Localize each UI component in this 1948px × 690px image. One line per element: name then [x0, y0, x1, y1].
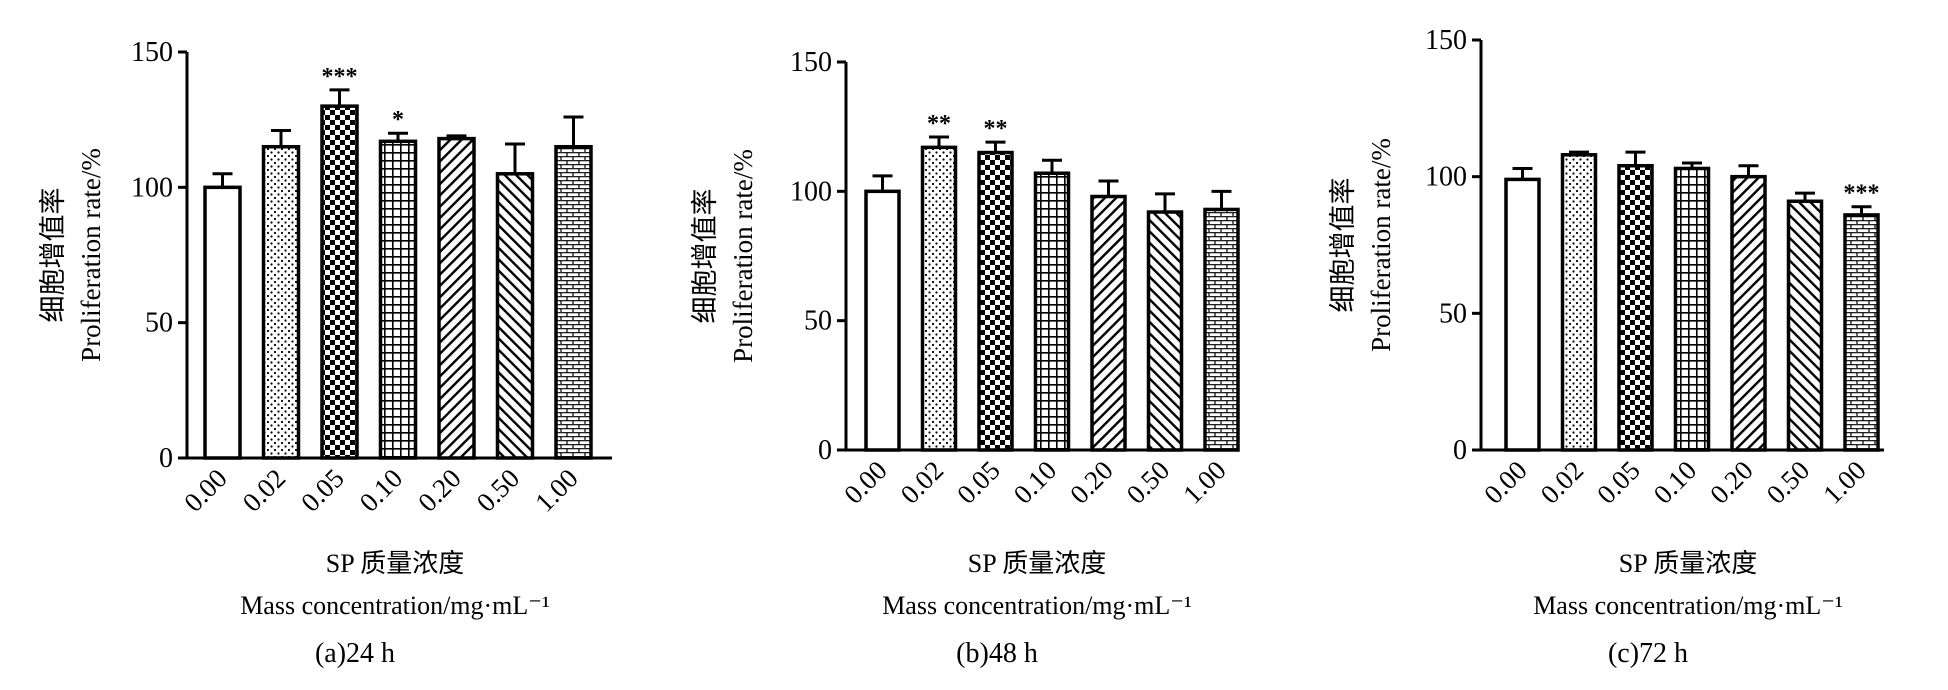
x-tick-label: 0.00 — [178, 463, 233, 518]
y-tick-label: 0 — [818, 435, 832, 466]
y-tick-label: 0 — [1453, 435, 1467, 466]
x-tick-label: 0.05 — [295, 463, 350, 518]
x-tick-label: 0.10 — [1648, 455, 1703, 510]
significance-marker: ** — [984, 116, 1008, 142]
y-axis-label-cn: 细胞增值率 — [690, 189, 720, 324]
y-tick-label: 100 — [790, 176, 832, 207]
x-tick-label: 1.00 — [1177, 455, 1232, 510]
x-tick-label: 0.00 — [1478, 455, 1533, 510]
bar — [437, 136, 476, 460]
bar — [1504, 177, 1541, 452]
significance-marker: *** — [322, 64, 358, 90]
bar — [495, 172, 535, 460]
x-axis-label-en: Mass concentration/mg·mL⁻¹ — [1533, 591, 1843, 620]
bar — [977, 150, 1014, 452]
bar — [261, 144, 301, 460]
x-axis-label-en: Mass concentration/mg·mL⁻¹ — [240, 591, 550, 620]
y-tick-label: 50 — [1439, 298, 1467, 329]
y-tick-label: 50 — [145, 308, 173, 339]
bar — [1730, 174, 1767, 452]
bar — [1560, 153, 1598, 452]
panel-caption: (b)48 h — [956, 638, 1038, 669]
bar — [320, 104, 359, 460]
significance-marker: *** — [1844, 181, 1880, 207]
x-tick-label: 0.20 — [412, 463, 467, 518]
y-tick-label: 150 — [131, 37, 173, 68]
x-tick-label: 0.50 — [1121, 455, 1176, 510]
chart-panel-0: 0 50 100 150 0.00 0.02 *** 0.05 * 0.10 0.20 0.50 1.0… — [38, 37, 612, 669]
x-tick-label: 0.10 — [1008, 455, 1063, 510]
x-tick-label: 0.50 — [471, 463, 526, 518]
bar — [1090, 194, 1127, 452]
significance-marker: * — [392, 107, 404, 133]
panel-caption: (a)24 h — [315, 638, 395, 669]
y-tick-label: 150 — [790, 47, 832, 78]
x-tick-label: 0.50 — [1761, 455, 1816, 510]
significance-marker: ** — [927, 111, 951, 137]
chart-panel-2: 0 50 100 150 0.00 0.02 0.05 0.10 0.20 0.50 *** 1.00… — [1328, 25, 1884, 669]
x-tick-label: 0.00 — [838, 455, 893, 510]
x-tick-label: 0.02 — [1535, 455, 1590, 510]
bar — [203, 185, 242, 460]
x-tick-label: 0.20 — [1064, 455, 1119, 510]
y-axis-label-cn: 细胞增值率 — [38, 188, 68, 323]
bar — [1786, 199, 1824, 452]
y-tick-label: 0 — [159, 443, 173, 474]
x-tick-label: 0.02 — [895, 455, 950, 510]
bar — [1673, 166, 1711, 452]
x-axis-label-cn: SP 质量浓度 — [968, 549, 1106, 578]
x-tick-label: 1.00 — [1817, 455, 1872, 510]
panel-caption: (c)72 h — [1608, 638, 1688, 669]
chart-panel-1: 0 50 100 150 0.00 ** 0.02 ** 0.05 0.10 0.20 0.50 1.0… — [690, 47, 1240, 669]
y-axis-label-en: Proliferation rate/% — [1366, 138, 1396, 352]
y-tick-label: 150 — [1425, 25, 1467, 56]
y-tick-label: 100 — [1425, 162, 1467, 193]
bar — [378, 139, 418, 460]
y-axis-label-cn: 细胞增值率 — [1328, 178, 1358, 313]
x-tick-label: 1.00 — [529, 463, 584, 518]
bar — [864, 189, 901, 452]
bar — [1843, 213, 1880, 452]
x-tick-label: 0.20 — [1704, 455, 1759, 510]
bar — [1617, 163, 1654, 452]
x-axis-label-cn: SP 质量浓度 — [1619, 549, 1757, 578]
y-tick-label: 100 — [131, 172, 173, 203]
x-tick-label: 0.05 — [951, 455, 1006, 510]
x-tick-label: 0.02 — [237, 463, 292, 518]
x-axis-label-cn: SP 质量浓度 — [326, 549, 464, 578]
bar — [1146, 210, 1184, 452]
x-tick-label: 0.05 — [1591, 455, 1646, 510]
bar — [1033, 171, 1071, 452]
bar — [920, 145, 958, 452]
x-tick-label: 0.10 — [354, 463, 409, 518]
y-axis-label-en: Proliferation rate/% — [76, 148, 106, 362]
bar — [1203, 207, 1240, 452]
y-axis-label-en: Proliferation rate/% — [728, 149, 758, 363]
bar — [554, 144, 593, 460]
y-tick-label: 50 — [804, 306, 832, 337]
x-axis-label-en: Mass concentration/mg·mL⁻¹ — [882, 591, 1192, 620]
